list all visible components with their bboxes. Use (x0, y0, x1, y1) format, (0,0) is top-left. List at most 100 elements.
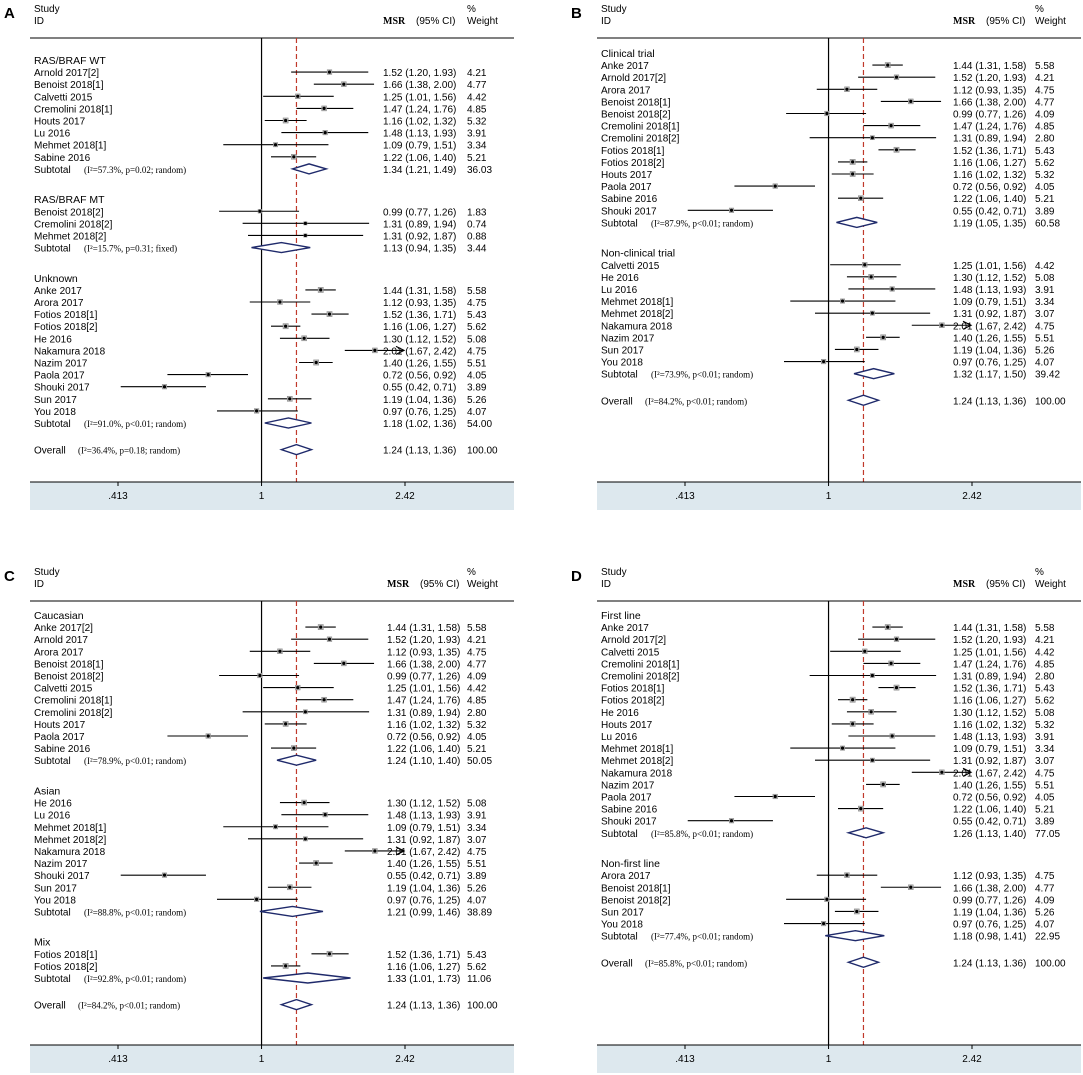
study-name: Houts 2017 (601, 170, 653, 181)
study-point (869, 710, 873, 714)
header-ci: (95% CI) (986, 16, 1025, 27)
study-name: Nazim 2017 (34, 859, 88, 870)
overall-stats: (I²=85.8%, p<0.01; random) (645, 958, 747, 968)
study-name: You 2018 (601, 920, 643, 931)
subtotal-stats: (I²=87.9%, p<0.01; random) (651, 218, 753, 228)
study-name: Arnold 2017[2] (34, 68, 99, 79)
study-weight: 4.05 (1035, 793, 1055, 804)
study-weight: 4.07 (467, 407, 487, 418)
study-name: Fotios 2018[2] (34, 322, 98, 333)
study-ci: 1.16 (1.02, 1.32) (387, 720, 460, 731)
study-weight: 3.91 (467, 811, 487, 822)
study-point (851, 172, 855, 176)
overall-ci: 1.24 (1.13, 1.36) (953, 396, 1026, 407)
study-weight: 4.85 (467, 104, 487, 115)
axis-tick-label: 1 (259, 491, 265, 502)
study-name: Fotios 2018[2] (601, 158, 665, 169)
study-ci: 1.09 (0.79, 1.51) (387, 823, 460, 834)
study-name: Benoist 2018[1] (34, 659, 104, 670)
study-weight: 5.32 (467, 720, 487, 731)
study-name: Sun 2017 (601, 907, 644, 918)
study-name: Benoist 2018[2] (601, 895, 671, 906)
subtotal-weight: 39.42 (1035, 370, 1060, 381)
subtotal-label: Subtotal (34, 419, 71, 430)
study-weight: 5.26 (467, 883, 487, 894)
subtotal-diamond (251, 241, 311, 254)
study-point (327, 70, 332, 74)
study-point (327, 637, 332, 641)
study-ci: 1.25 (1.01, 1.56) (387, 684, 460, 695)
study-point (940, 770, 944, 774)
group-title: Caucasian (34, 610, 84, 622)
study-ci: 1.52 (1.36, 1.71) (953, 146, 1026, 157)
study-weight: 5.51 (467, 859, 487, 870)
group-title: RAS/BRAF MT (34, 194, 105, 206)
study-name: Sun 2017 (34, 883, 77, 894)
subtotal-weight: 11.06 (467, 974, 492, 985)
study-point (840, 299, 845, 303)
study-name: Mehmet 2018[1] (601, 297, 673, 308)
study-weight: 3.89 (1035, 206, 1055, 217)
study-point (870, 673, 874, 678)
study-name: Cremolini 2018[1] (601, 659, 680, 670)
overall-diamond (279, 443, 314, 456)
study-ci: 1.48 (1.13, 1.93) (383, 129, 456, 140)
study-ci: 1.44 (1.31, 1.58) (953, 61, 1026, 72)
study-weight: 5.62 (467, 322, 487, 333)
panel-letter: A (4, 5, 15, 22)
study-weight: 4.07 (1035, 920, 1055, 931)
subtotal-ci: 1.24 (1.10, 1.40) (387, 756, 460, 767)
axis-band (30, 1045, 514, 1073)
study-point (314, 861, 318, 865)
study-weight: 3.34 (1035, 744, 1055, 755)
study-ci: 0.97 (0.76, 1.25) (383, 407, 456, 418)
subtotal-stats: (I²=91.0%, p<0.01; random) (84, 419, 186, 429)
study-weight: 4.05 (1035, 182, 1055, 193)
study-ci-arrow (395, 345, 406, 355)
study-weight: 4.75 (467, 298, 487, 309)
study-name: Cremolini 2018[1] (34, 104, 113, 115)
header-study: Study (601, 4, 627, 15)
study-weight: 5.08 (467, 334, 487, 345)
study-ci: 1.52 (1.36, 1.71) (383, 310, 456, 321)
study-ci: 1.19 (1.04, 1.36) (383, 395, 456, 406)
header-ci: (95% CI) (986, 579, 1025, 590)
subtotal-diamond (836, 216, 878, 229)
study-point (886, 625, 890, 629)
axis-tick-label: .413 (108, 1054, 128, 1065)
study-name: Cremolini 2018[2] (601, 672, 680, 683)
study-weight: 5.08 (467, 799, 487, 810)
header-msr: MSR (953, 16, 976, 27)
study-ci: 2.01 (1.67, 2.42) (387, 847, 460, 858)
subtotal-ci: 1.32 (1.17, 1.50) (953, 370, 1026, 381)
subtotal-stats: (I²=15.7%, p=0.31; fixed) (84, 244, 177, 254)
overall-stats: (I²=84.2%, p<0.01; random) (645, 396, 747, 406)
study-ci: 1.31 (0.92, 1.87) (383, 231, 456, 242)
study-name: Sun 2017 (34, 395, 77, 406)
overall-ci: 1.24 (1.13, 1.36) (383, 446, 456, 457)
study-point (284, 964, 288, 968)
study-name: Arora 2017 (34, 647, 84, 658)
study-point (303, 233, 307, 238)
study-point (825, 111, 829, 116)
study-point (322, 698, 326, 702)
study-name: Paola 2017 (34, 371, 85, 382)
study-ci: 0.72 (0.56, 0.92) (953, 182, 1026, 193)
study-name: Shouki 2017 (601, 817, 657, 828)
study-point (870, 311, 874, 315)
study-ci: 1.16 (1.06, 1.27) (953, 696, 1026, 707)
subtotal-label: Subtotal (34, 165, 71, 176)
study-weight: 4.09 (467, 672, 487, 683)
study-name: Fotios 2018[1] (34, 310, 98, 321)
study-weight: 4.42 (467, 684, 487, 695)
subtotal-ci: 1.34 (1.21, 1.49) (383, 165, 456, 176)
study-point (863, 263, 867, 267)
study-point (303, 837, 307, 841)
subtotal-label: Subtotal (601, 370, 638, 381)
study-name: Houts 2017 (34, 720, 86, 731)
study-weight: 4.21 (467, 68, 487, 79)
study-name: Sabine 2016 (34, 744, 91, 755)
study-point (162, 385, 167, 389)
study-point (373, 849, 377, 853)
study-point (288, 397, 292, 401)
